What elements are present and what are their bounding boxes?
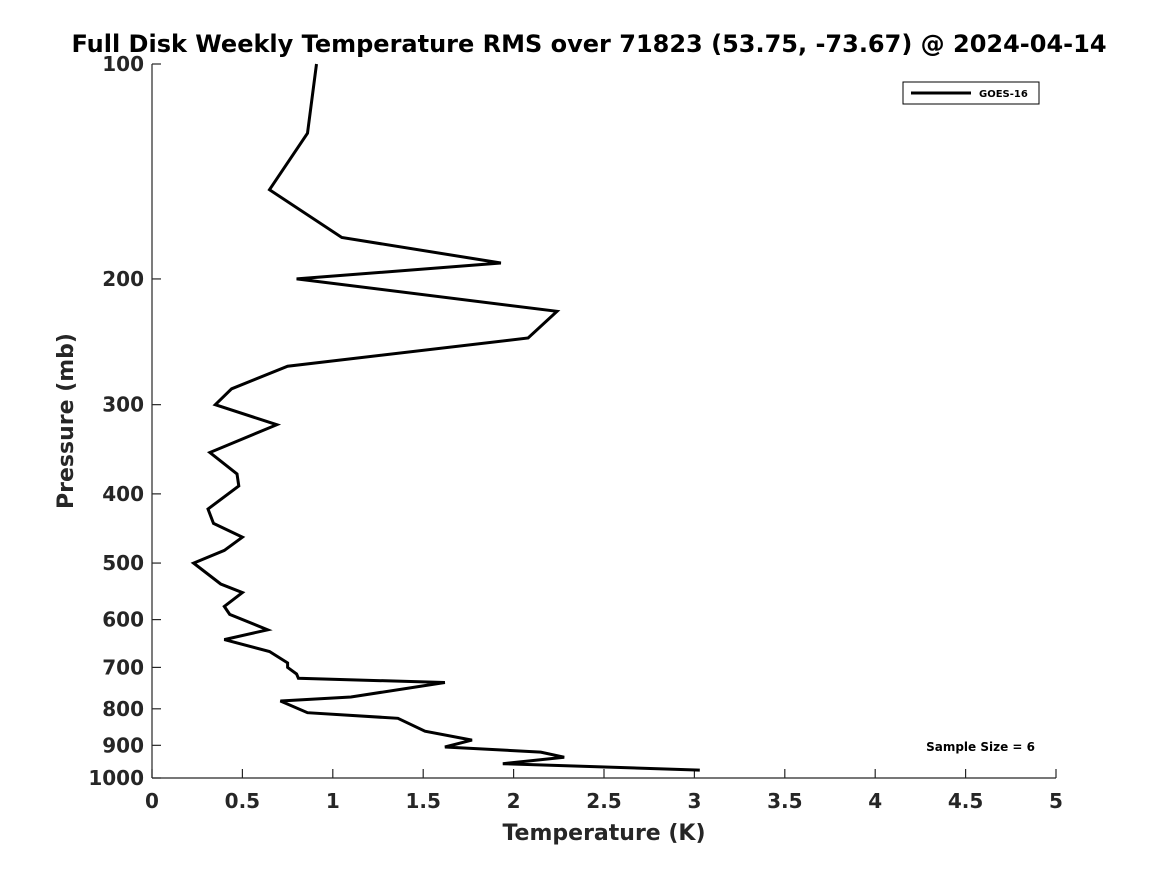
x-tick-label: 0 [145, 789, 159, 813]
x-tick-label: 2.5 [586, 789, 621, 813]
y-tick-label: 900 [102, 733, 144, 757]
y-tick-label: 200 [102, 267, 144, 291]
y-tick-label: 800 [102, 697, 144, 721]
x-tick-label: 4.5 [948, 789, 983, 813]
x-tick-label: 1 [326, 789, 340, 813]
y-axis-label: Pressure (mb) [54, 333, 79, 509]
x-tick-label: 0.5 [225, 789, 260, 813]
x-axis-label: Temperature (K) [502, 821, 705, 846]
y-tick-label: 400 [102, 482, 144, 506]
x-tick-label: 4 [868, 789, 882, 813]
x-tick-label: 2 [507, 789, 521, 813]
y-tick-label: 500 [102, 551, 144, 575]
legend: GOES-16 [902, 81, 1040, 105]
sample-size-annotation: Sample Size = 6 [926, 740, 1035, 754]
y-tick-label: 700 [102, 655, 144, 679]
y-tick-label: 1000 [88, 766, 144, 790]
y-tick-label: 100 [102, 52, 144, 76]
y-tick-label: 300 [102, 393, 144, 417]
legend-entry-label: GOES-16 [979, 89, 1028, 100]
x-tick-label: 3.5 [767, 789, 802, 813]
x-tick-label: 5 [1049, 789, 1063, 813]
y-tick-label: 600 [102, 608, 144, 632]
x-tick-label: 1.5 [405, 789, 440, 813]
x-tick-label: 3 [687, 789, 701, 813]
series-line-goes-16 [190, 63, 700, 772]
chart-title: Full Disk Weekly Temperature RMS over 71… [71, 30, 1106, 58]
axes: 0 0.5 1 1.5 2 2.5 3 3.5 4 4.5 5 100 200 300 400 500 600 7… [88, 52, 1063, 813]
series-layer [190, 63, 700, 772]
